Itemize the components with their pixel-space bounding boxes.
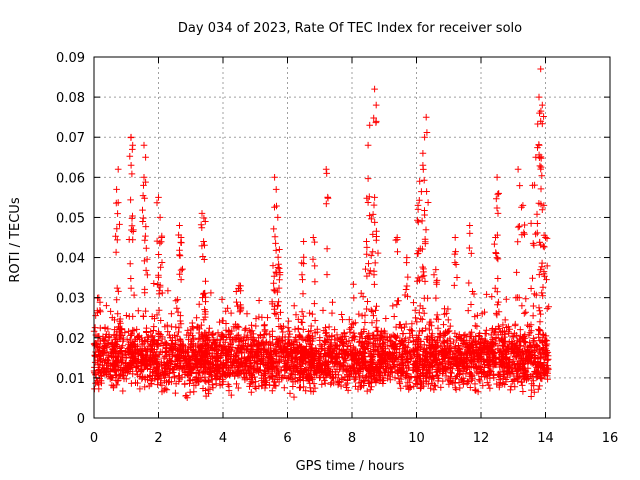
roti-markers [90,65,552,401]
x-axis-label: GPS time / hours [296,459,405,474]
y-tick-label: 0.04 [56,252,85,267]
y-tick-label: 0 [77,412,85,427]
x-tick-label: 10 [408,431,425,446]
x-tick-label: 12 [473,431,490,446]
x-tick-label: 0 [90,431,98,446]
x-tick-label: 2 [154,431,162,446]
x-tick-label: 4 [219,431,227,446]
y-tick-label: 0.09 [56,51,85,66]
y-tick-label: 0.02 [56,332,85,347]
y-tick-label: 0.07 [56,131,85,146]
x-tick-label: 6 [283,431,291,446]
y-tick-label: 0.05 [56,211,85,226]
x-tick-label: 16 [602,431,619,446]
axes: 0 0.01 0.02 0.03 0.04 0.05 0.06 0.07 0.08 0.09 0 2 4… [56,51,618,446]
y-tick-label: 0.03 [56,292,85,307]
y-tick-label: 0.01 [56,372,85,387]
y-tick-label: 0.08 [56,91,85,106]
x-tick-label: 8 [348,431,356,446]
y-axis-label: ROTI / TECUs [8,197,23,282]
chart-title: Day 034 of 2023, Rate Of TEC Index for r… [178,21,522,36]
scatter-points [90,65,552,401]
y-tick-label: 0.06 [56,171,85,186]
x-tick-label: 14 [537,431,554,446]
